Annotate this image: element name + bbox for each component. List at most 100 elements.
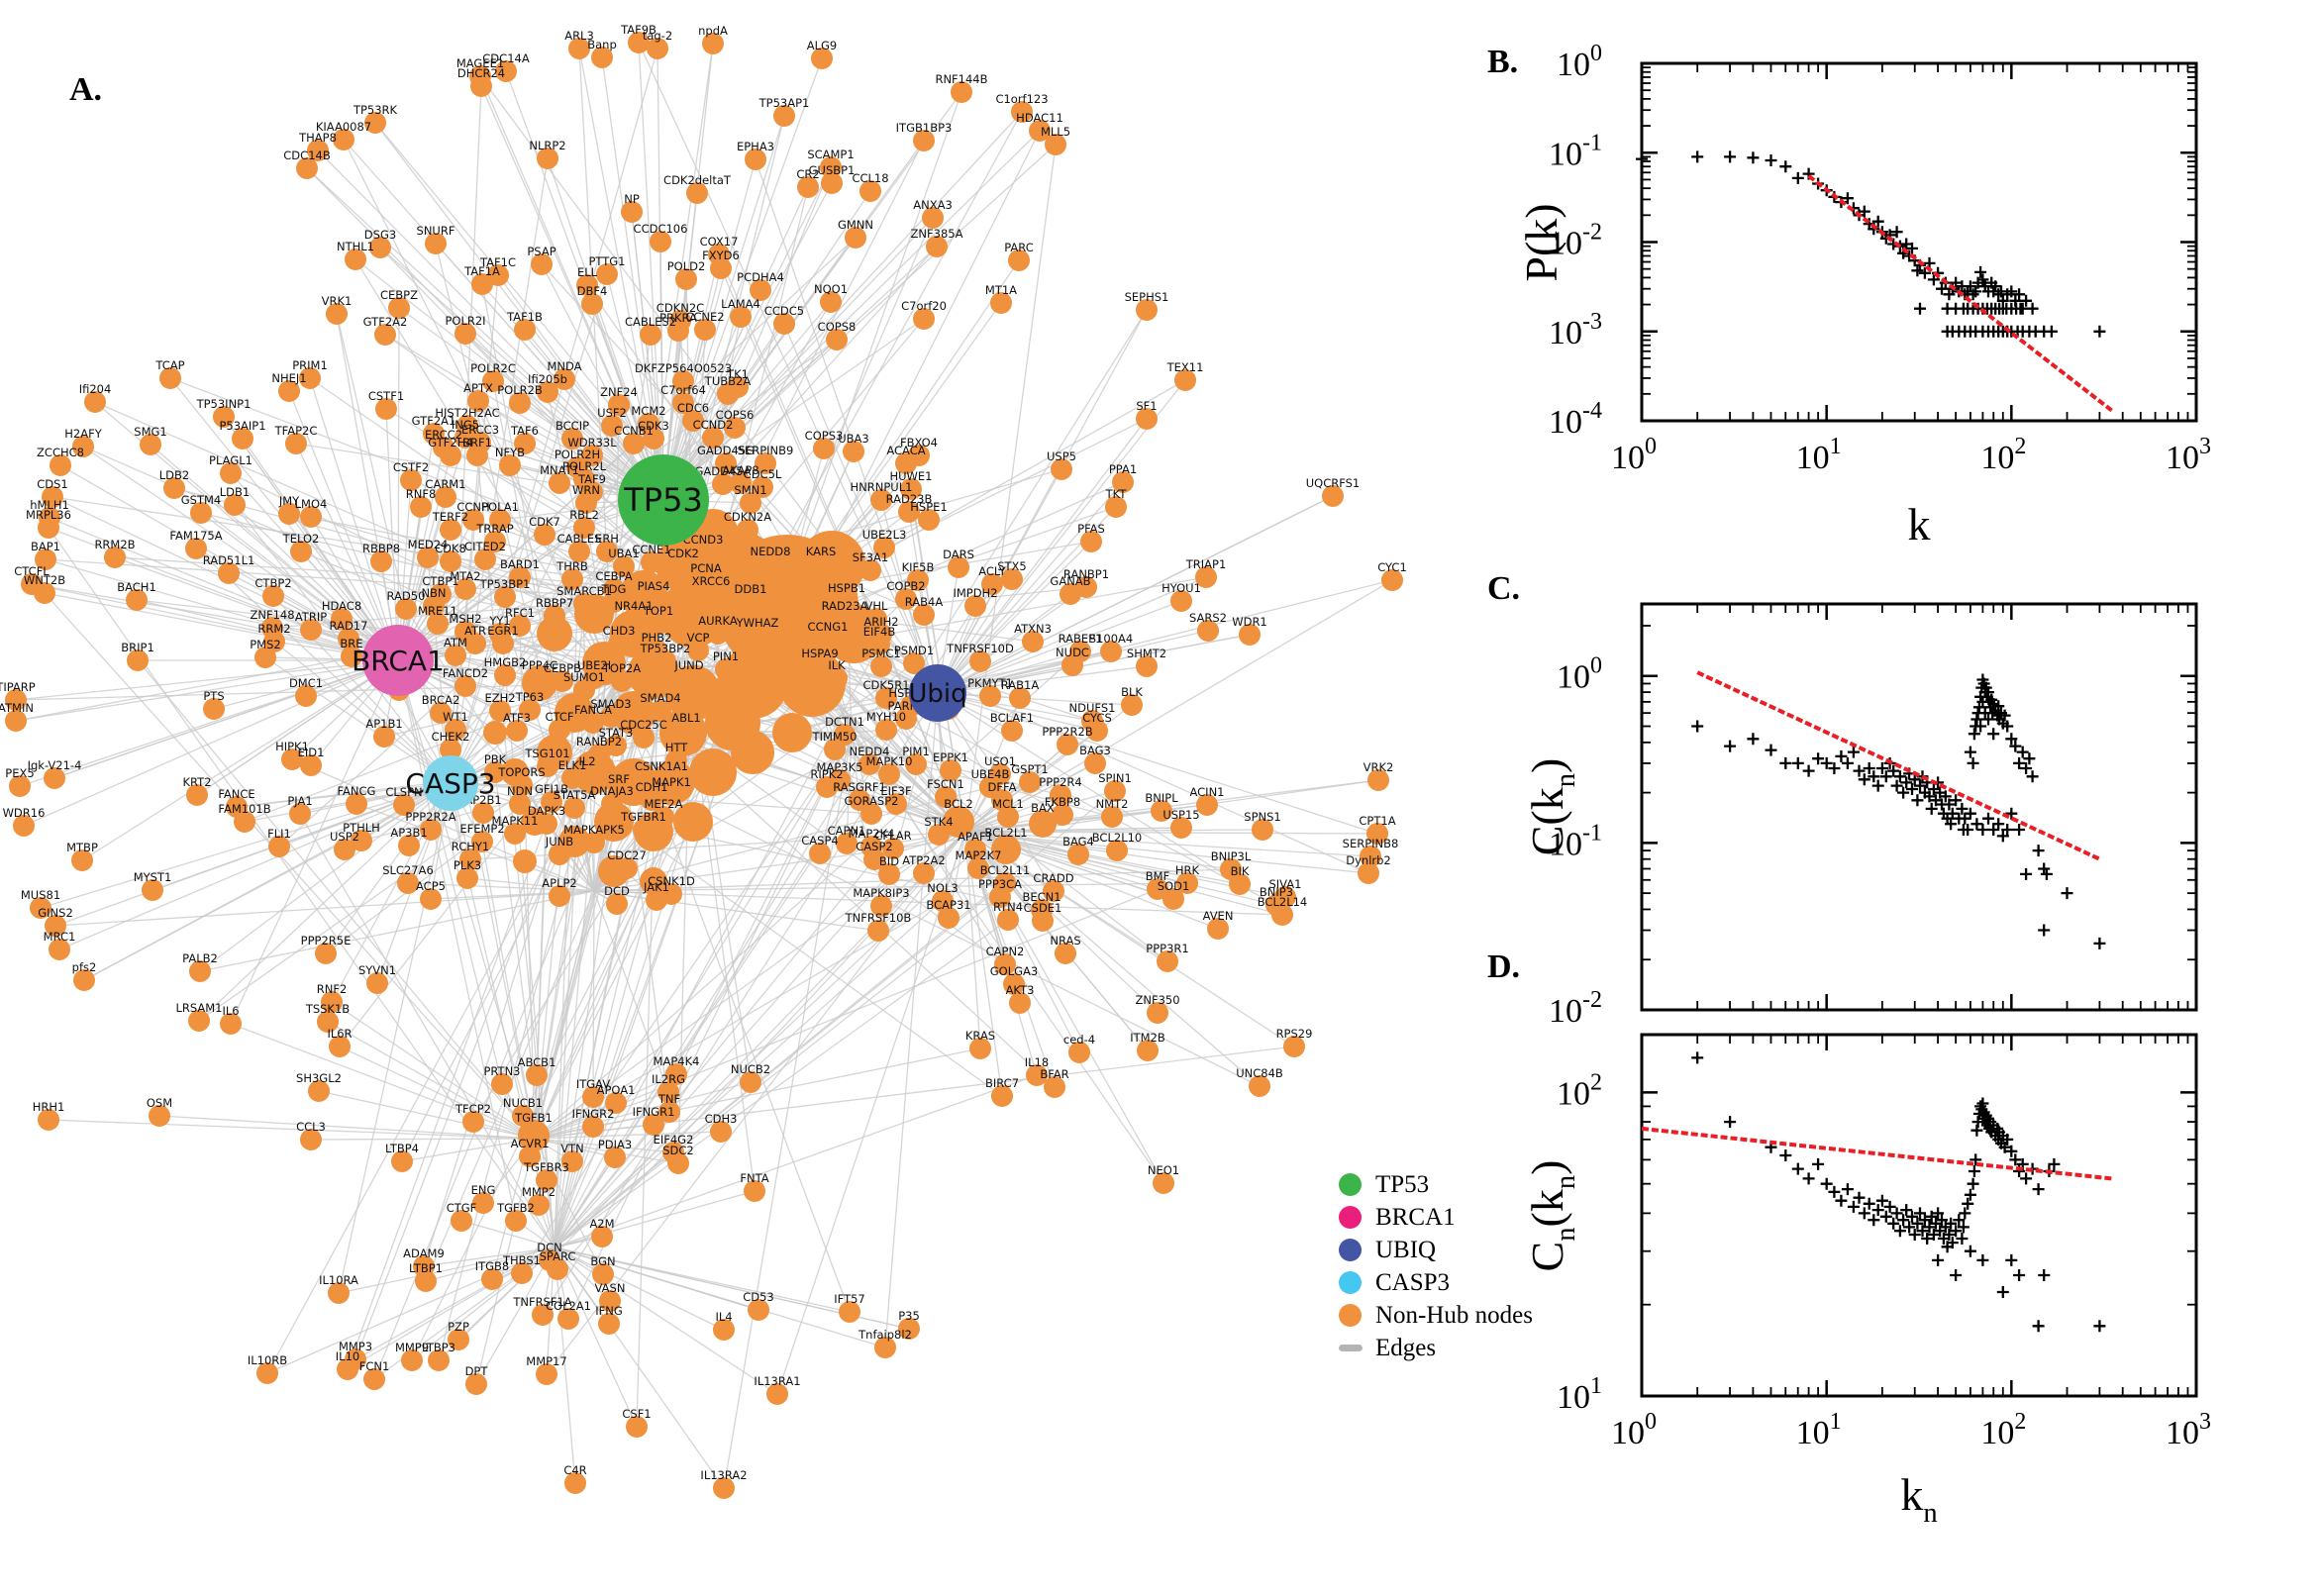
network-edge xyxy=(327,1021,536,1140)
network-node xyxy=(50,454,71,476)
axis-label: C(kn​) xyxy=(1522,758,1581,856)
network-node xyxy=(672,370,694,392)
network-node xyxy=(481,1268,503,1290)
network-node xyxy=(687,640,709,661)
network-edge xyxy=(494,771,556,1248)
network-node xyxy=(633,819,655,841)
network-node-label: MAP4K4 xyxy=(654,1054,700,1068)
network-node-label: PTTG1 xyxy=(588,254,625,268)
network-node-label: SEPHS1 xyxy=(1125,290,1169,304)
network-node xyxy=(492,633,514,654)
network-node xyxy=(592,1263,614,1285)
network-node xyxy=(839,1301,860,1323)
network-node-label: CTBP1 xyxy=(422,574,458,588)
network-node xyxy=(373,726,395,748)
scatter-points xyxy=(1636,150,2106,338)
network-node xyxy=(650,231,671,252)
legend-dot-icon xyxy=(1339,1304,1362,1327)
network-node-label: VHL xyxy=(865,599,889,613)
network-node xyxy=(188,1010,210,1032)
network-node xyxy=(73,969,95,991)
network-edge xyxy=(549,831,966,1261)
network-node xyxy=(967,857,989,879)
network-node-label: CTGF xyxy=(447,1201,477,1215)
network-node xyxy=(1009,992,1031,1014)
network-node-label: CSTF1 xyxy=(368,389,404,403)
network-edge xyxy=(309,377,399,661)
hub-label-tp53: TP53 xyxy=(623,481,703,519)
tick-label: 100 xyxy=(1557,41,1602,83)
network-node xyxy=(568,38,590,59)
network-node-label: BNIP3L xyxy=(1211,849,1252,863)
network-node xyxy=(913,130,935,151)
network-node-label: TSG101 xyxy=(524,747,569,760)
network-node-label: RNF2 xyxy=(317,982,348,996)
network-node-label: NDUFS1 xyxy=(1069,701,1116,715)
network-edge xyxy=(554,1247,886,1348)
network-node xyxy=(1147,1002,1168,1024)
network-node-label: IMPDH2 xyxy=(953,586,997,600)
network-node xyxy=(943,806,974,838)
network-node xyxy=(563,797,585,819)
network-edge xyxy=(613,682,670,1113)
network-node-label: CSF1 xyxy=(622,1407,651,1421)
network-node-label: TCAP xyxy=(154,358,184,372)
hub-node-tp53 xyxy=(618,454,709,546)
network-node xyxy=(529,667,551,689)
network-node xyxy=(346,793,367,815)
network-node-label: NLRP2 xyxy=(529,139,565,152)
network-node xyxy=(467,390,489,412)
network-node-label: MRPL36 xyxy=(26,508,71,522)
network-node-label: IL10RA xyxy=(319,1273,358,1287)
network-node xyxy=(351,830,372,851)
network-node-label: ALG9 xyxy=(807,39,838,52)
network-node-label: Dynlrb2 xyxy=(1346,853,1391,867)
network-node-label: STK4 xyxy=(924,815,953,829)
network-node xyxy=(568,541,590,562)
network-node xyxy=(581,293,603,315)
tick-label: 10-3 xyxy=(1549,309,1602,351)
network-edge xyxy=(937,576,1207,694)
network-node xyxy=(1009,687,1031,709)
network-node xyxy=(307,140,329,161)
network-node xyxy=(285,433,307,454)
network-node-label: LTBP1 xyxy=(409,1261,443,1275)
network-node-label: PTHLH xyxy=(343,821,380,835)
cluster-mass-circle xyxy=(782,564,842,624)
network-node xyxy=(315,943,337,964)
fit-line xyxy=(1807,174,2114,413)
network-edge xyxy=(54,890,595,927)
cluster-mass-circle xyxy=(537,616,572,651)
network-node xyxy=(715,658,737,680)
network-edge xyxy=(48,1119,536,1140)
network-node-label: UBA3 xyxy=(838,432,869,446)
network-node-label: HTT xyxy=(665,741,688,754)
network-node-label: NHEJ1 xyxy=(271,371,306,385)
network-node xyxy=(623,433,645,454)
network-node-label: BACH1 xyxy=(117,580,156,594)
network-node-label: CDC6 xyxy=(677,401,709,415)
network-node xyxy=(140,434,161,455)
network-node xyxy=(601,793,623,815)
network-node xyxy=(448,1329,469,1350)
network-node xyxy=(752,476,773,498)
network-node-label: THAP8 xyxy=(298,131,337,145)
network-node-label: TERF2 xyxy=(432,510,468,524)
network-edge xyxy=(964,762,1096,833)
network-node xyxy=(710,1121,732,1143)
network-node-label: THBS1 xyxy=(502,1253,541,1267)
network-edge xyxy=(317,150,664,501)
network-node-label: TNFRSF10B xyxy=(845,911,912,925)
network-edge xyxy=(884,692,939,1348)
network-node-label: EIF3F xyxy=(880,784,911,798)
network-node-label: PALB2 xyxy=(182,951,218,965)
network-node-label: ABL1 xyxy=(671,711,700,725)
network-node-label: PRIM1 xyxy=(292,358,328,372)
network-node xyxy=(1055,943,1076,964)
network-node-label: TK1 xyxy=(726,367,749,381)
network-node xyxy=(913,862,935,884)
network-edge xyxy=(567,732,853,1320)
network-node xyxy=(895,452,917,474)
network-node xyxy=(1197,620,1219,642)
network-node xyxy=(1001,568,1023,590)
